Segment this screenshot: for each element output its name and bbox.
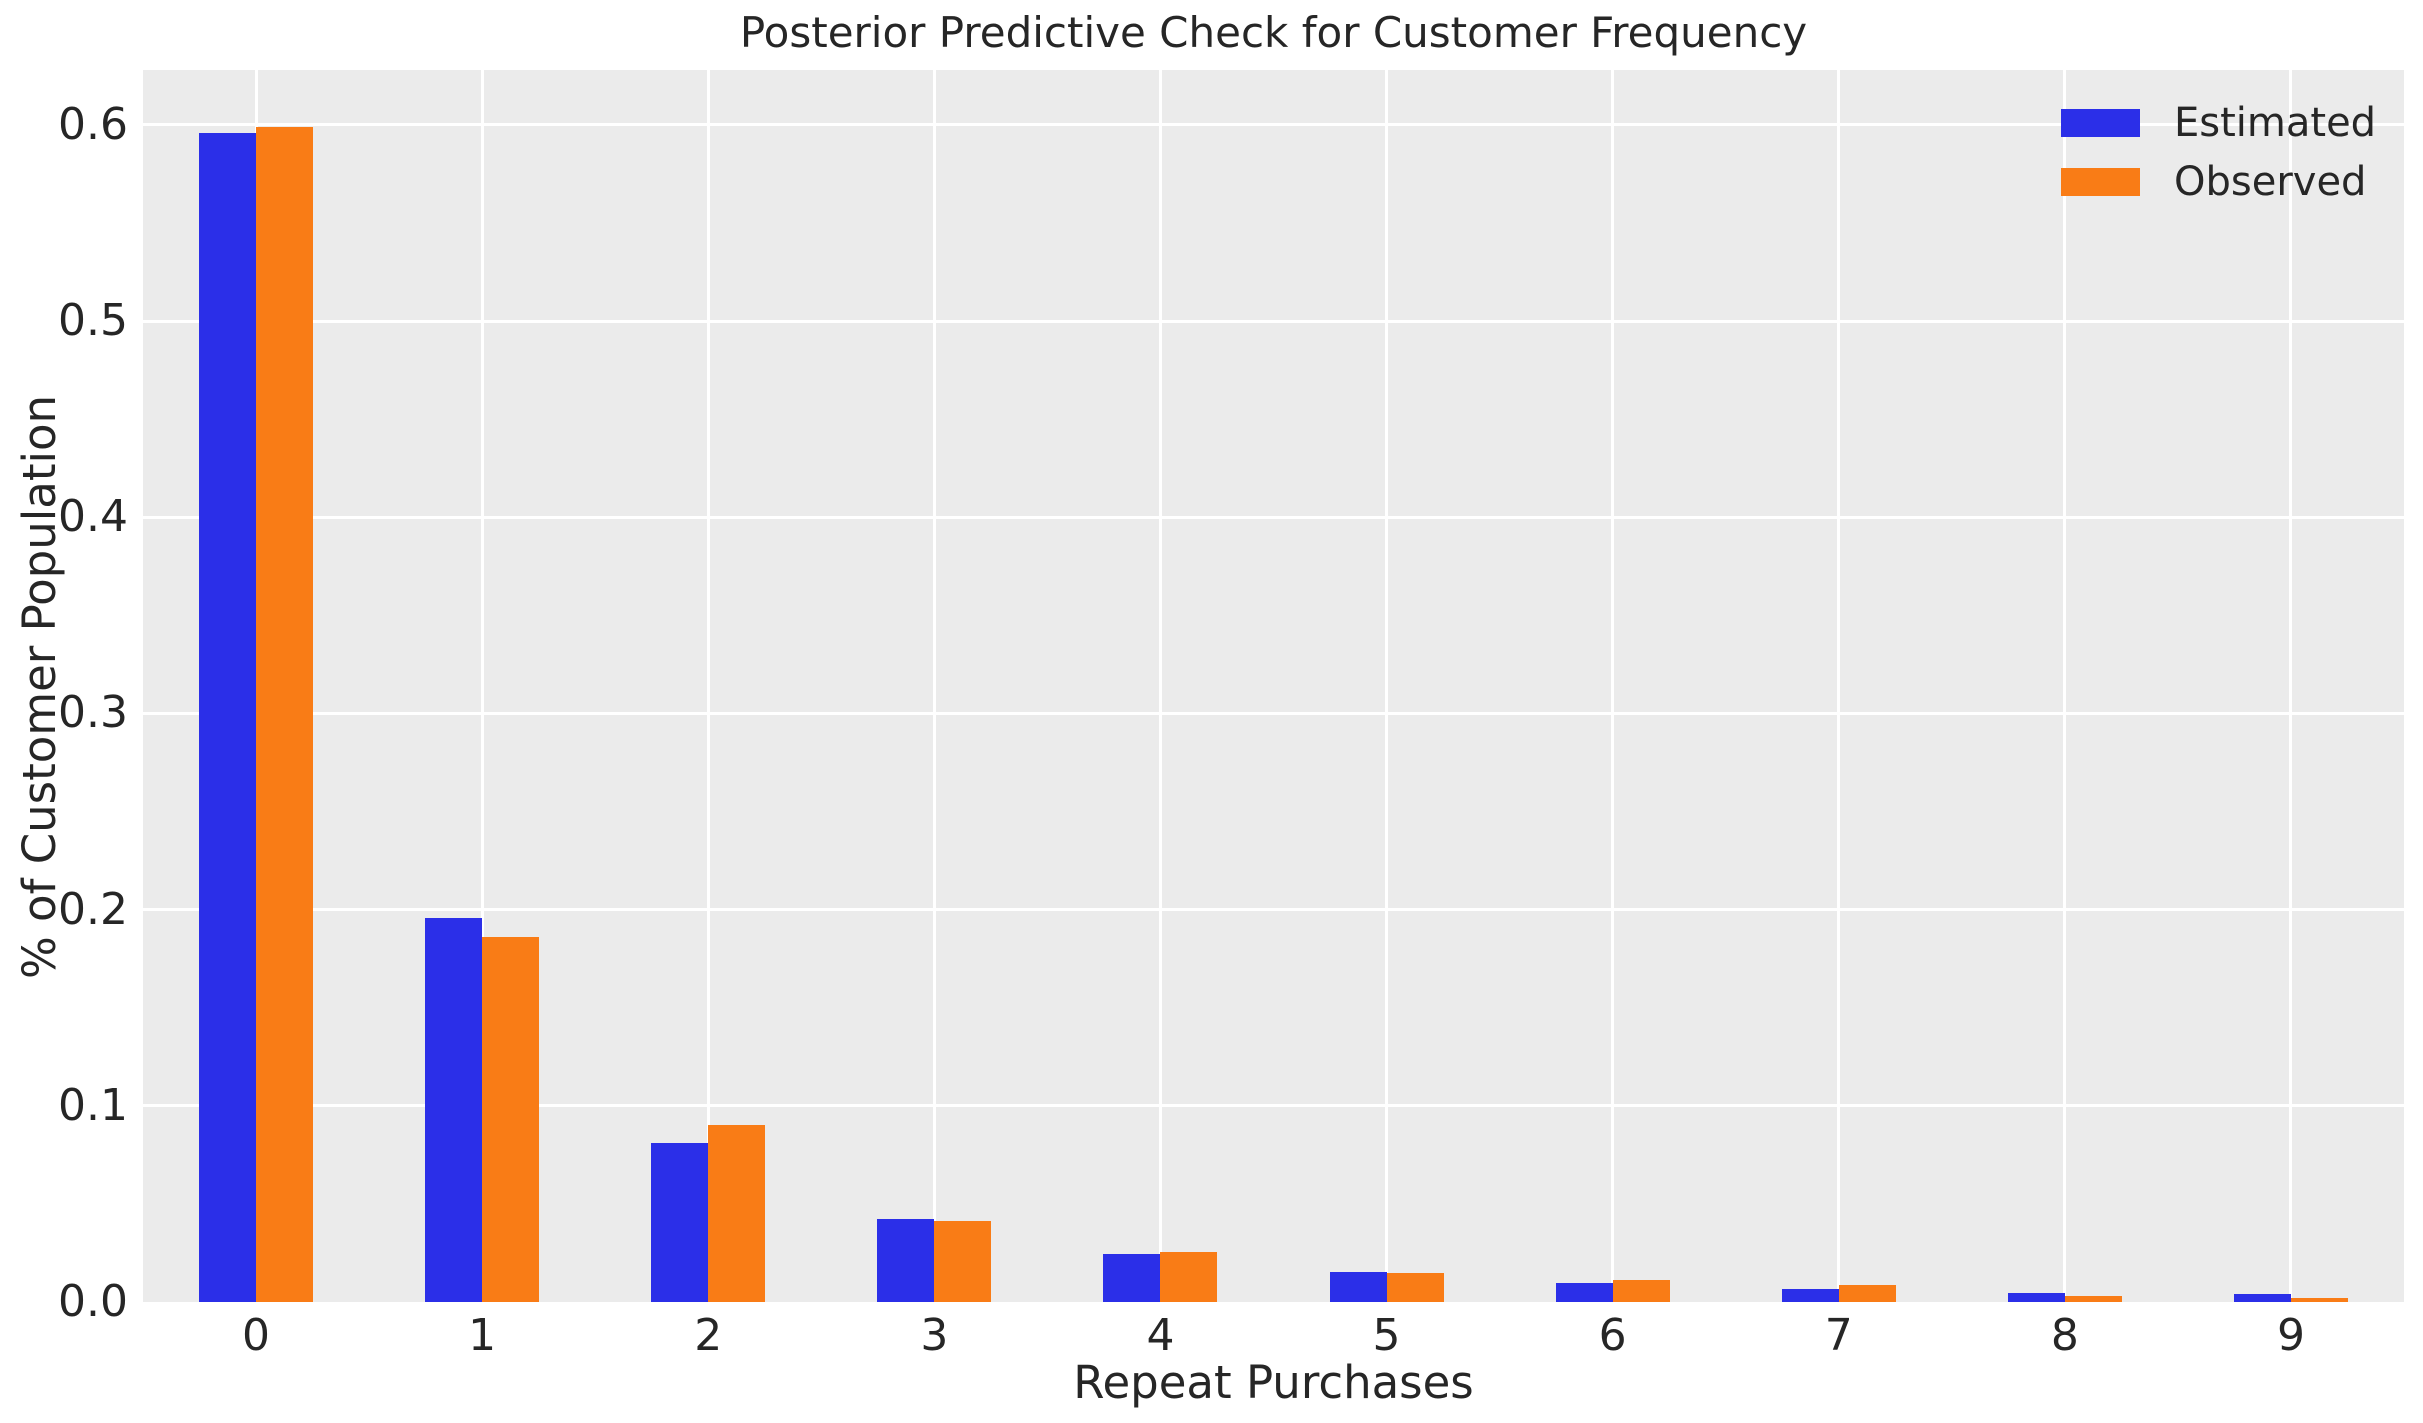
gridline-vertical [2063,70,2067,1302]
bar-observed [2064,1296,2122,1302]
x-tick-label: 2 [694,1310,723,1361]
gridline-horizontal [143,1104,2404,1108]
bar-estimated [1555,1282,1613,1302]
legend: Estimated Observed [2061,102,2376,220]
legend-item: Observed [2061,161,2376,203]
gridline-horizontal [143,123,2404,127]
bar-observed [1386,1272,1444,1302]
bar-observed [934,1220,992,1302]
bar-estimated [877,1218,935,1302]
bar-observed [1612,1279,1670,1302]
bar-estimated [1103,1254,1161,1302]
bar-observed [1838,1285,1896,1302]
bar-estimated [1781,1288,1839,1302]
x-tick-label: 0 [242,1310,271,1361]
y-tick-label: 0.5 [58,295,128,347]
gridline-horizontal [143,711,2404,715]
bar-estimated [651,1143,709,1302]
gridline-vertical [1385,70,1389,1302]
x-axis-label: Repeat Purchases [1073,1356,1474,1409]
y-tick-label: 0.1 [58,1079,128,1131]
x-tick-label: 9 [2276,1310,2305,1361]
bar-estimated [425,917,483,1302]
legend-item: Estimated [2061,102,2376,144]
gridline-vertical [480,70,484,1302]
plot-area: Estimated Observed [143,70,2404,1302]
gridline-vertical [1837,70,1841,1302]
gridline-horizontal [143,515,2404,519]
y-tick-label: 0.6 [58,98,128,150]
gridline-horizontal [143,908,2404,912]
x-tick-label: 8 [2050,1310,2079,1361]
x-tick-label: 7 [1824,1310,1853,1361]
legend-label: Estimated [2174,100,2377,146]
x-tick-label: 5 [1372,1310,1401,1361]
gridline-vertical [932,70,936,1302]
bar-observed [708,1125,766,1302]
bar-estimated [2233,1294,2291,1302]
bar-observed [482,937,540,1302]
legend-swatch-estimated [2061,109,2140,137]
y-tick-label: 0.3 [58,687,128,739]
bar-observed [256,126,314,1302]
bar-estimated [199,132,257,1302]
chart-title: Posterior Predictive Check for Customer … [739,8,1808,57]
bar-observed [2290,1298,2348,1302]
x-tick-label: 3 [920,1310,949,1361]
gridline-vertical [1611,70,1615,1302]
bar-estimated [1329,1271,1387,1302]
gridline-horizontal [143,319,2404,323]
x-tick-label: 1 [468,1310,497,1361]
y-tick-label: 0.2 [58,883,128,935]
legend-label: Observed [2174,159,2367,205]
gridline-vertical [706,70,710,1302]
y-tick-label: 0.0 [58,1276,128,1327]
legend-swatch-observed [2061,168,2140,196]
x-tick-label: 6 [1598,1310,1627,1361]
y-tick-label: 0.4 [58,491,128,543]
gridline-vertical [1158,70,1162,1302]
x-tick-label: 4 [1146,1310,1175,1361]
bar-observed [1160,1251,1218,1302]
bar-estimated [2007,1292,2065,1302]
gridline-vertical [2289,70,2293,1302]
y-axis-label: % of Customer Population [13,394,66,980]
